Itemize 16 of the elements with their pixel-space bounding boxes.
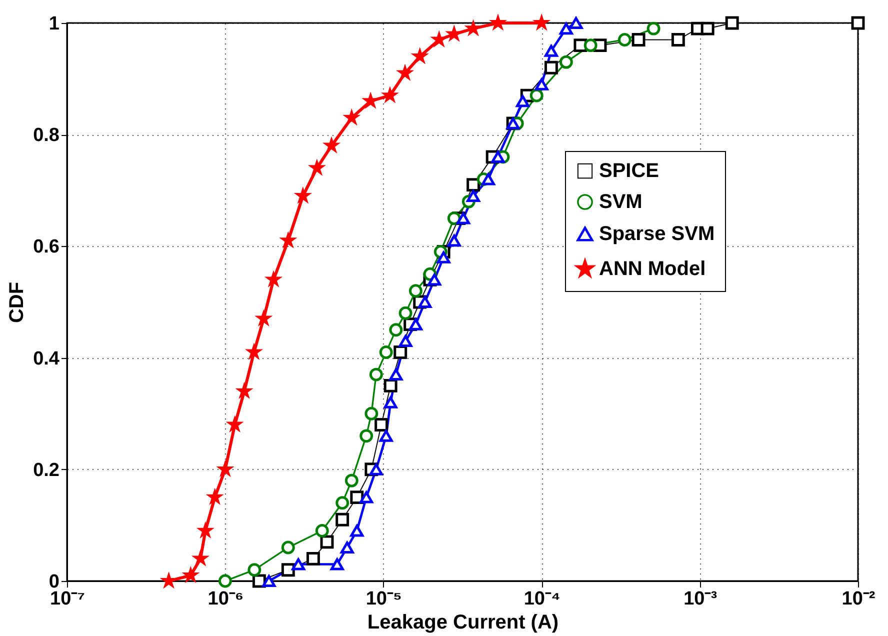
y-axis-title: CDF: [6, 282, 28, 324]
x-tick-label: 10⁻³: [684, 588, 718, 610]
legend-label: ANN Model: [599, 258, 706, 280]
y-tick-label: 0.6: [33, 236, 60, 258]
x-tick-label: 10⁻⁶: [208, 588, 244, 610]
x-tick-label: 10⁻²: [842, 588, 876, 610]
legend-label: SVM: [599, 191, 642, 213]
legend-label: Sparse SVM: [599, 223, 715, 245]
y-tick-label: 0.8: [33, 125, 60, 146]
x-axis-title: Leakage Current (A): [367, 612, 559, 634]
legend-label: SPICE: [599, 160, 660, 182]
y-tick-label: 1: [48, 14, 60, 34]
x-tick-label: 10⁻⁵: [366, 588, 402, 610]
x-tick-label: 10⁻⁴: [524, 588, 560, 610]
y-tick-label: 0.4: [33, 348, 60, 370]
y-tick-label: 0.2: [33, 460, 60, 481]
